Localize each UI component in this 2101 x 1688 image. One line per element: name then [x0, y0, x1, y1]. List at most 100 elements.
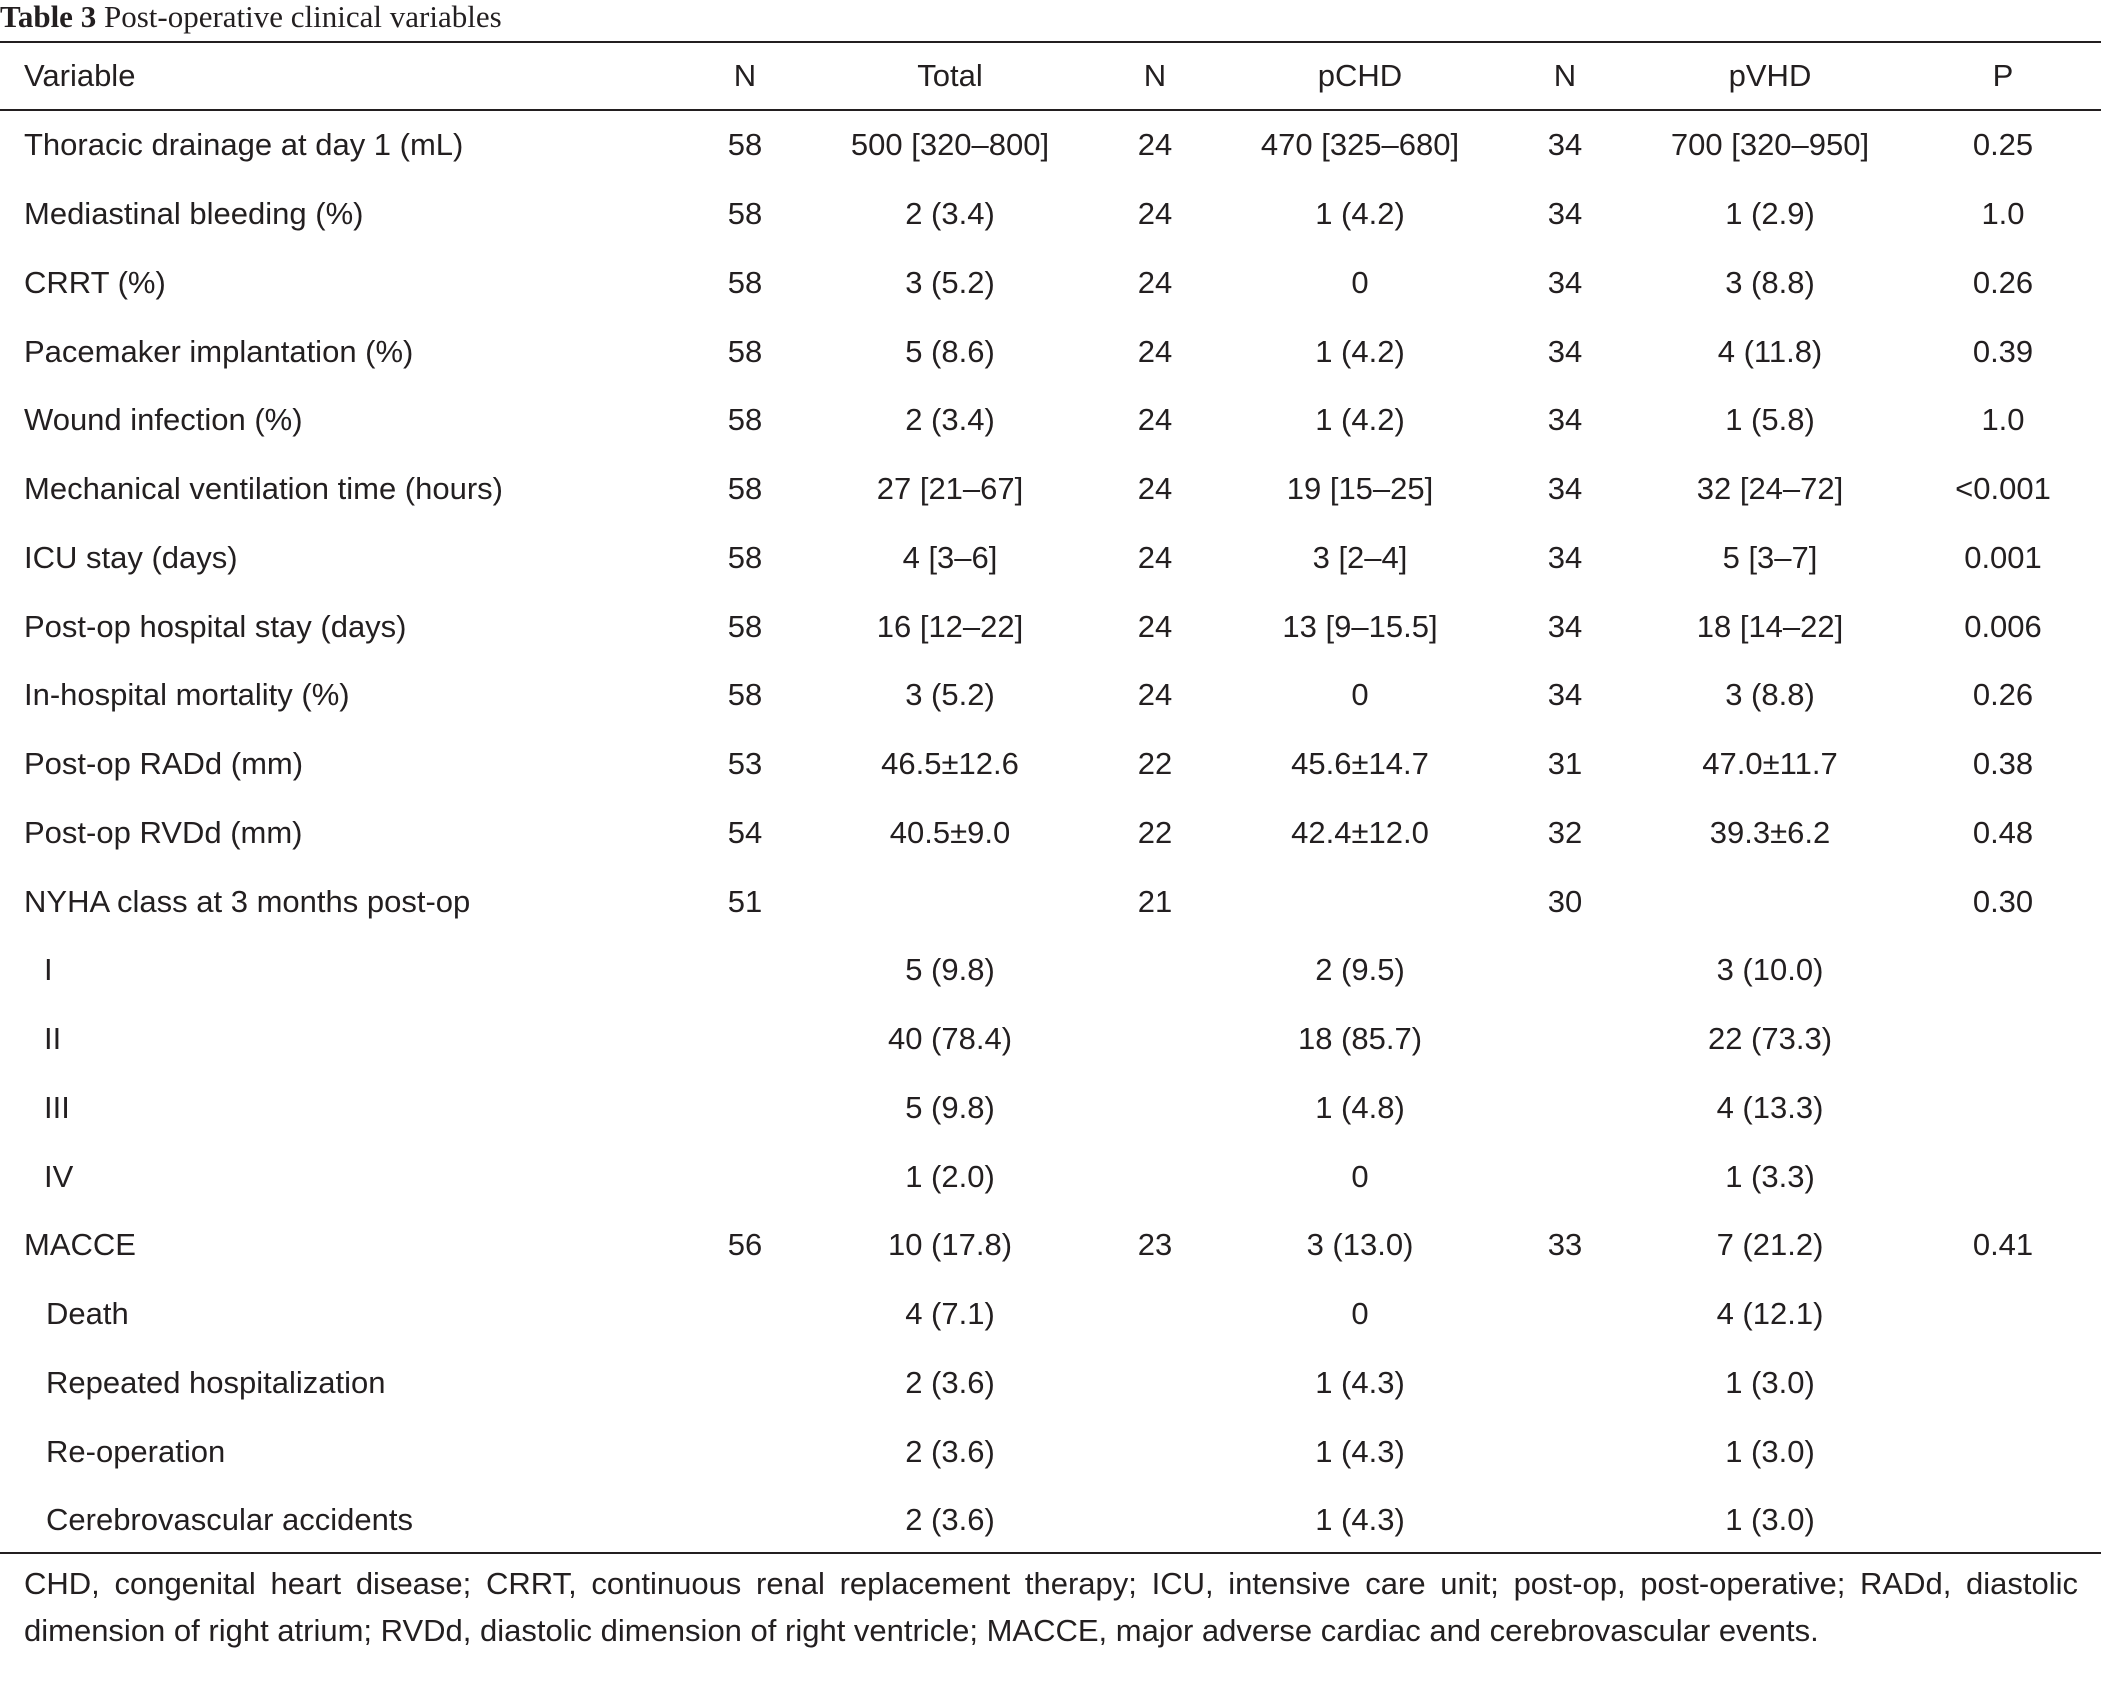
- cell-p: [1905, 1142, 2101, 1211]
- cell-n-pchd: [1085, 936, 1225, 1005]
- cell-n-total: [675, 1349, 815, 1418]
- cell-pchd: 19 [15–25]: [1286, 471, 1434, 507]
- cell-pchd: 1 (4.2): [1315, 402, 1405, 438]
- cell-pvhd: 22 (73.3): [1707, 1021, 1833, 1057]
- cell-p: [1905, 936, 2101, 1005]
- cell-total: 1 (2.0): [905, 1158, 995, 1194]
- cell-total: 40 (78.4): [887, 1021, 1013, 1057]
- cell-n-total: [675, 1280, 815, 1349]
- cell-n-pvhd: [1495, 1142, 1635, 1211]
- cell-pvhd: 1 (3.0): [1725, 1364, 1815, 1400]
- cell-variable: Pacemaker implantation (%): [24, 333, 414, 369]
- cell-n-pchd: 22: [1137, 814, 1173, 850]
- table-row: ICU stay (days) 58 4 [3–6] 24 3 [2–4] 34 5 [3–…: [0, 524, 2101, 593]
- cell-p: 1.0: [1981, 196, 2025, 232]
- cell-total: 3 (5.2): [905, 264, 995, 300]
- cell-total: 46.5±12.6: [881, 746, 1019, 782]
- cell-n-pchd: 24: [1137, 402, 1173, 438]
- cell-variable: CRRT (%): [24, 264, 166, 300]
- cell-n-total: 58: [727, 608, 763, 644]
- cell-p: 0.38: [1972, 746, 2034, 782]
- header-pchd: pCHD: [1317, 58, 1403, 93]
- table-row: Post-op RADd (mm) 53 46.5±12.6 22 45.6±14.7 3…: [0, 730, 2101, 799]
- table-row: Pacemaker implantation (%) 58 5 (8.6) 24 1 (…: [0, 317, 2101, 386]
- cell-n-pchd: [1085, 1074, 1225, 1143]
- cell-p: 0.26: [1972, 677, 2034, 713]
- cell-n-total: 58: [727, 471, 763, 507]
- table-row: Cerebrovascular accidents 2 (3.6) 1 (4.3) 1…: [0, 1486, 2101, 1555]
- cell-pchd: 13 [9–15.5]: [1282, 608, 1438, 644]
- cell-total: 10 (17.8): [887, 1227, 1013, 1263]
- cell-p: 0.30: [1972, 883, 2034, 919]
- cell-n-total: 53: [727, 746, 763, 782]
- cell-n-total: 54: [727, 814, 763, 850]
- table-row: Death 4 (7.1) 0 4 (12.1): [0, 1280, 2101, 1349]
- table-top-rule: [0, 41, 2101, 43]
- cell-n-pvhd: [1495, 1417, 1635, 1486]
- cell-n-pchd: 24: [1137, 471, 1173, 507]
- cell-n-pvhd: [1495, 1280, 1635, 1349]
- cell-pvhd: 3 (8.8): [1725, 264, 1815, 300]
- cell-n-pvhd: 34: [1547, 402, 1583, 438]
- cell-pvhd: 5 [3–7]: [1722, 539, 1818, 575]
- cell-n-pchd: 24: [1137, 333, 1173, 369]
- cell-n-pvhd: 34: [1547, 539, 1583, 575]
- cell-variable: II: [44, 1021, 62, 1057]
- cell-pchd: 0: [1351, 1296, 1369, 1332]
- cell-n-pvhd: 32: [1547, 814, 1583, 850]
- table-row: Mechanical ventilation time (hours) 58 27 …: [0, 455, 2101, 524]
- cell-pvhd: 39.3±6.2: [1709, 814, 1831, 850]
- table-row: II 40 (78.4) 18 (85.7) 22 (73.3): [0, 1005, 2101, 1074]
- table-row: MACCE 56 10 (17.8) 23 3 (13.0) 33 7 (21.2) 0.41: [0, 1211, 2101, 1280]
- cell-pvhd: 4 (13.3): [1716, 1089, 1824, 1125]
- cell-n-total: 58: [727, 333, 763, 369]
- cell-total: 2 (3.6): [905, 1502, 995, 1538]
- cell-n-pchd: 24: [1137, 196, 1173, 232]
- cell-total: 2 (3.4): [905, 402, 995, 438]
- cell-pvhd: 1 (3.3): [1725, 1158, 1815, 1194]
- cell-p: 0.006: [1964, 608, 2042, 644]
- cell-pchd: 470 [325–680]: [1260, 127, 1460, 163]
- header-n-pchd: N: [1143, 58, 1167, 93]
- header-n-pvhd: N: [1553, 58, 1577, 93]
- table-row: Re-operation 2 (3.6) 1 (4.3) 1 (3.0): [0, 1417, 2101, 1486]
- cell-pvhd: 3 (8.8): [1725, 677, 1815, 713]
- cell-variable: MACCE: [24, 1227, 136, 1263]
- table-bottom-rule: [0, 1552, 2101, 1554]
- cell-pchd: 1 (4.2): [1315, 196, 1405, 232]
- cell-n-total: 58: [727, 402, 763, 438]
- cell-n-pvhd: 34: [1547, 608, 1583, 644]
- header-p: P: [1992, 58, 2014, 93]
- cell-total: 5 (8.6): [905, 333, 995, 369]
- cell-total: [815, 867, 1085, 936]
- cell-n-pvhd: [1495, 1074, 1635, 1143]
- cell-n-total: 58: [727, 539, 763, 575]
- cell-n-pvhd: 34: [1547, 264, 1583, 300]
- cell-n-total: 51: [727, 883, 763, 919]
- cell-n-pchd: 22: [1137, 746, 1173, 782]
- cell-total: 500 [320–800]: [850, 127, 1050, 163]
- table-row: Repeated hospitalization 2 (3.6) 1 (4.3) 1 …: [0, 1349, 2101, 1418]
- cell-pchd: 18 (85.7): [1297, 1021, 1423, 1057]
- cell-variable: Mediastinal bleeding (%): [24, 196, 364, 232]
- cell-variable: ICU stay (days): [24, 539, 238, 575]
- cell-n-total: 58: [727, 127, 763, 163]
- cell-pvhd: 7 (21.2): [1716, 1227, 1824, 1263]
- cell-p: 0.48: [1972, 814, 2034, 850]
- table-row: IV 1 (2.0) 0 1 (3.3): [0, 1142, 2101, 1211]
- cell-pchd: 1 (4.3): [1315, 1433, 1405, 1469]
- cell-p: 1.0: [1981, 402, 2025, 438]
- cell-p: 0.41: [1972, 1227, 2034, 1263]
- cell-total: 2 (3.4): [905, 196, 995, 232]
- cell-variable: Thoracic drainage at day 1 (mL): [24, 127, 464, 163]
- table-row: Wound infection (%) 58 2 (3.4) 24 1 (4.2) 34 1…: [0, 386, 2101, 455]
- cell-pvhd: 1 (3.0): [1725, 1433, 1815, 1469]
- cell-variable: In-hospital mortality (%): [24, 677, 350, 713]
- cell-total: 5 (9.8): [905, 1089, 995, 1125]
- cell-p: [1905, 1486, 2101, 1555]
- table-header-rule: [0, 109, 2101, 111]
- table-row: Thoracic drainage at day 1 (mL) 58 500 [32…: [0, 111, 2101, 180]
- cell-p: [1905, 1349, 2101, 1418]
- cell-p: [1905, 1074, 2101, 1143]
- table-footnote: CHD, congenital heart disease; CRRT, con…: [24, 1566, 2078, 1648]
